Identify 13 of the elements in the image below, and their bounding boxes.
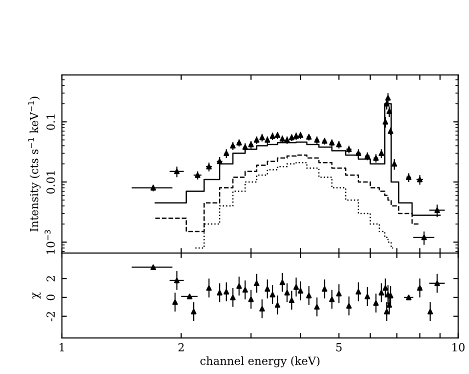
y-tick-label: 2 bbox=[46, 276, 55, 282]
y-tick-label: 10$^{−3}$ bbox=[44, 230, 55, 254]
x-tick-label: 1 bbox=[60, 343, 64, 352]
x-axis-title: channel energy (keV) bbox=[200, 356, 320, 368]
y-tick-label: 0.01 bbox=[46, 171, 55, 194]
y-tick-label: -2 bbox=[46, 312, 55, 322]
x-tick-label: 2 bbox=[178, 343, 184, 352]
x-tick-label: 10 bbox=[452, 343, 465, 352]
x-tick-label: 5 bbox=[336, 343, 342, 352]
y-axis-title: Intensity (cts s$^{−1}$ keV$^{−1}$) bbox=[28, 96, 41, 232]
y-tick-label: 0 bbox=[46, 294, 55, 300]
y-axis-title: χ bbox=[32, 292, 41, 299]
y-tick-label: 0.1 bbox=[46, 114, 55, 130]
